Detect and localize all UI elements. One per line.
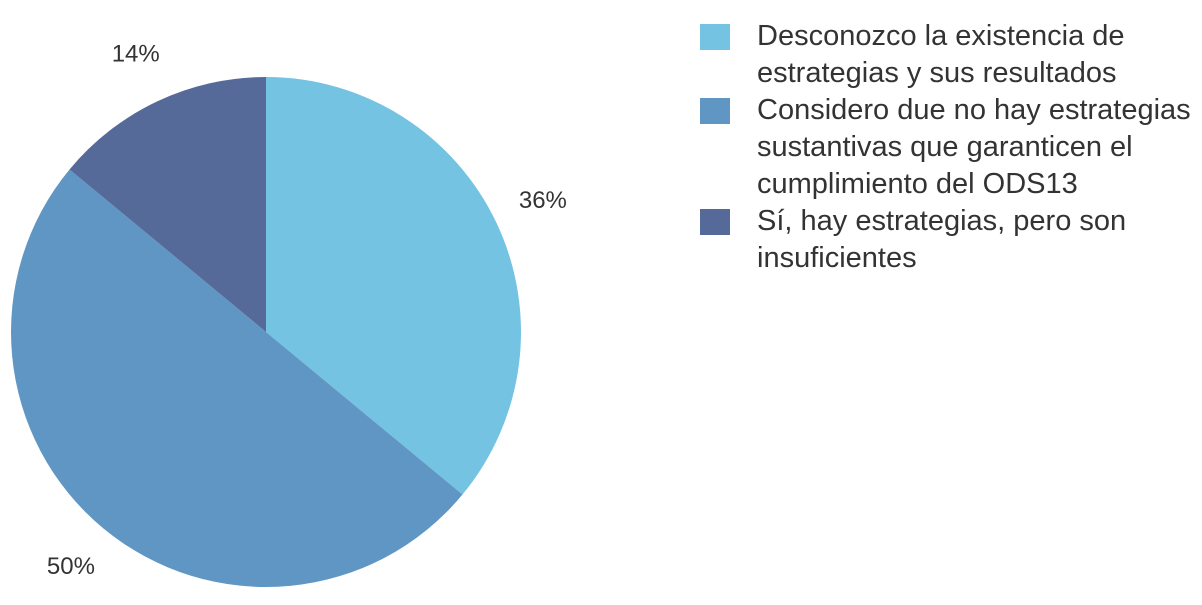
pie-slice — [69, 77, 266, 332]
legend-label: Considero due no hay estrategias sustant… — [757, 94, 1191, 200]
legend-label: Sí, hay estrategias, pero son insuficien… — [757, 205, 1127, 274]
legend-item: Desconozco la existencia de estrategias … — [700, 18, 1202, 92]
chart: 36% 50% 14% — [11, 40, 567, 588]
pie-slice — [266, 77, 522, 495]
legend-item: Sí, hay estrategias, pero son insuficien… — [700, 203, 1202, 277]
legend-item: Considero due no hay estrategias sustant… — [700, 92, 1202, 203]
data-label: 14% — [112, 40, 160, 67]
legend: Desconozco la existencia de estrategias … — [700, 18, 1202, 277]
legend-swatch — [700, 209, 730, 235]
data-label: 50% — [47, 553, 95, 580]
data-label: 36% — [519, 187, 567, 214]
legend-label: Desconozco la existencia de estrategias … — [757, 20, 1125, 89]
legend-swatch — [700, 24, 730, 50]
legend-swatch — [700, 98, 730, 124]
pie-slice — [11, 169, 463, 588]
